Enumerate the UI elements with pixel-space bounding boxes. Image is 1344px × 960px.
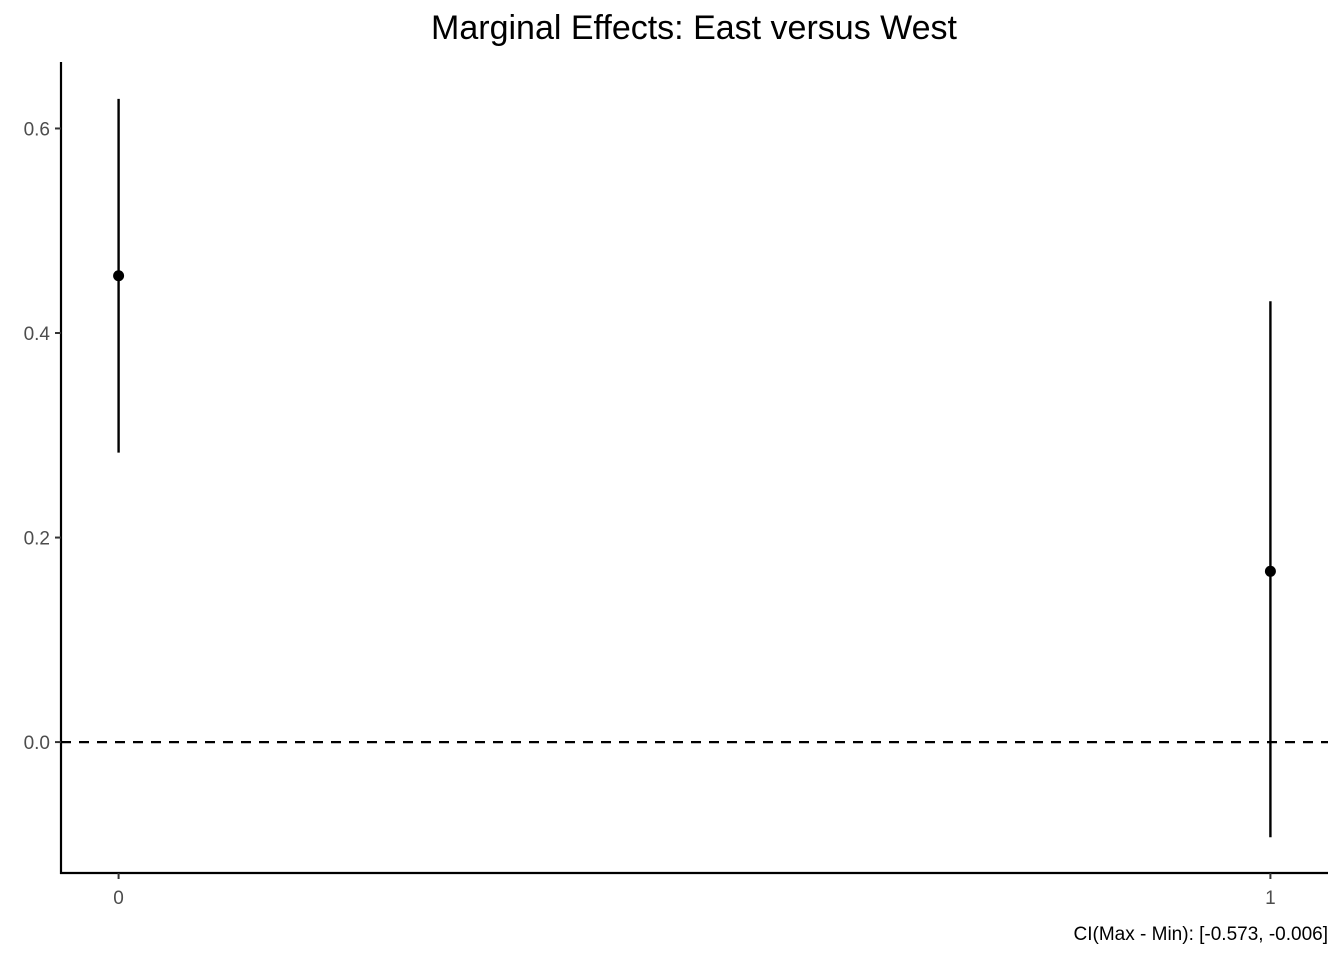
point-estimate-0	[113, 270, 125, 282]
chart-title: Marginal Effects: East versus West	[431, 9, 957, 47]
point-estimate-1	[1264, 565, 1276, 577]
chart-caption: CI(Max - Min): [-0.573, -0.006]	[1074, 924, 1328, 945]
y-tick-label: 0.0	[24, 733, 50, 754]
y-tick-label: 0.2	[24, 529, 50, 550]
y-axis: 0.0 0.2 0.4 0.6	[24, 62, 63, 874]
point-estimates	[113, 98, 1276, 838]
x-tick-label: 1	[1265, 888, 1276, 909]
y-tick-label: 0.4	[24, 324, 51, 345]
y-tick-label: 0.6	[24, 119, 50, 140]
x-tick-label: 0	[113, 888, 124, 909]
